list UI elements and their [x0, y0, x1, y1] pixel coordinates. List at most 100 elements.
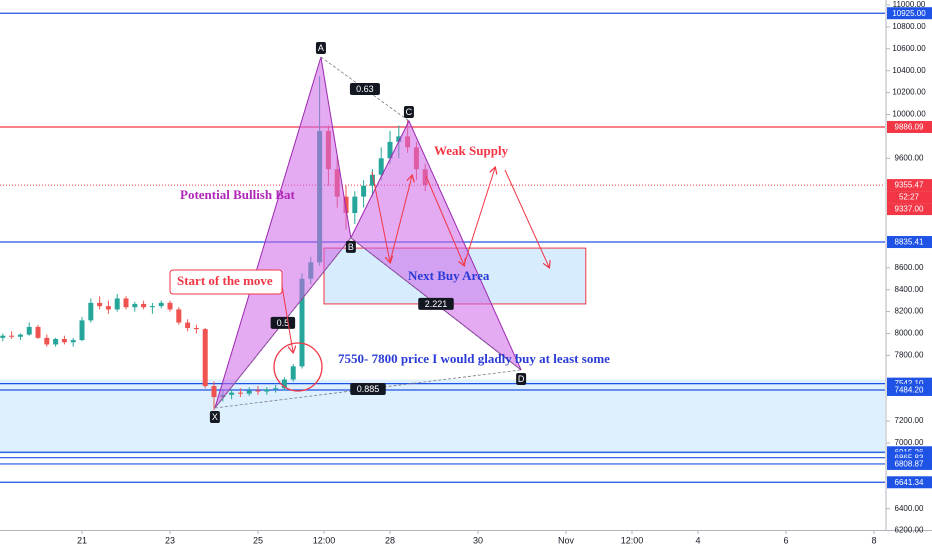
axes: 11000.00 10800.00 10600.00 10400.00 10200.00…	[77, 0, 932, 545]
start-label: Start of the move	[177, 273, 273, 288]
candle-body	[167, 302, 173, 310]
point-label: B	[348, 242, 354, 252]
price-label: 10925.00	[892, 9, 926, 18]
price-label: 6808.87	[895, 460, 924, 469]
price-label-box	[887, 383, 932, 396]
price-label: 7542.10	[895, 379, 924, 388]
price-label-box	[887, 120, 932, 133]
start-box	[169, 269, 283, 295]
x-tick-label: 8	[871, 535, 876, 545]
price-label: 9355.47	[895, 181, 924, 190]
x-tick-label: 23	[165, 535, 175, 545]
ratio-box	[418, 297, 454, 310]
countdown-label-box	[887, 191, 932, 204]
candle-body	[273, 388, 279, 390]
point-box	[345, 240, 356, 253]
candle-body	[343, 196, 349, 214]
candle-body	[290, 366, 296, 380]
candle-body	[193, 328, 199, 330]
candle-body	[237, 392, 243, 394]
price-label-box	[887, 476, 932, 489]
candle-body	[264, 389, 270, 392]
y-tick-label: 11000.00	[893, 0, 926, 9]
candle-body	[185, 322, 191, 329]
candle-body	[79, 320, 85, 341]
price-label: 6641.34	[895, 478, 924, 487]
y-tick-label: 8000.00	[895, 329, 924, 338]
price-label: 7484.20	[895, 386, 924, 395]
candle-body	[246, 390, 252, 394]
candle-body	[387, 141, 393, 159]
candle-body	[114, 298, 120, 310]
candle-body	[149, 306, 155, 308]
candle-body	[44, 337, 50, 345]
arrow	[425, 175, 464, 265]
point-label: X	[212, 412, 218, 422]
candle-body	[97, 302, 103, 307]
candle-body	[123, 298, 129, 308]
candle-body	[396, 136, 402, 142]
point-box	[516, 372, 527, 385]
candle-body	[0, 335, 6, 338]
point-box	[403, 105, 414, 118]
ratio-line	[320, 56, 410, 122]
countdown-label: 52:27	[899, 193, 920, 202]
candle-body	[299, 278, 305, 367]
last-price-label-box	[887, 203, 932, 216]
arrow	[389, 176, 412, 263]
candle-body	[378, 158, 384, 175]
arrow	[504, 169, 549, 267]
point-label: C	[406, 107, 413, 117]
point-label: D	[518, 374, 525, 384]
ratio-label: 2.221	[425, 299, 448, 309]
ratio-box	[349, 82, 380, 95]
pattern-name: Potential Bullish Bat	[180, 187, 296, 202]
x-tick-label: 25	[253, 535, 263, 545]
x-tick-label: 28	[385, 535, 395, 545]
point-box	[315, 42, 326, 55]
buy-area-label: Next Buy Area	[408, 268, 490, 283]
candle-body	[352, 196, 358, 214]
candle-body	[211, 386, 217, 398]
candle-body	[105, 306, 111, 310]
drawings: Potential Bullish Bat Weak Supply Next B…	[169, 143, 610, 392]
price-label-box	[887, 7, 932, 20]
y-tick-label: 8200.00	[895, 307, 924, 316]
y-tick-label: 10800.00	[892, 22, 926, 31]
y-tick-label: 6200.00	[895, 526, 924, 535]
zones	[0, 247, 885, 454]
ratio-label: 0.63	[356, 84, 374, 94]
y-tick-label: 7800.00	[895, 351, 924, 360]
x-tick-label: 6	[783, 535, 788, 545]
note-label: 7550- 7800 price I would gladly buy at l…	[338, 351, 610, 366]
ratio-line	[214, 237, 352, 409]
price-label: 8835.41	[895, 238, 924, 247]
price-label: 6865.83	[895, 453, 924, 462]
candle-body	[369, 174, 375, 186]
candle-body	[158, 302, 164, 307]
candle-body	[141, 303, 147, 308]
ratio-label: 0.885	[357, 384, 380, 394]
candle-body	[281, 379, 287, 389]
highlight-circle	[273, 342, 323, 392]
candle-body	[53, 338, 59, 345]
candle-body	[255, 390, 261, 392]
candle-body	[17, 334, 23, 337]
x-tick-label: 30	[473, 535, 483, 545]
candle-body	[9, 335, 15, 337]
y-tick-label: 6400.00	[895, 504, 924, 513]
candle-body	[229, 392, 235, 395]
arrow	[371, 171, 390, 262]
zone	[0, 379, 885, 454]
last-price-label: 9337.00	[895, 205, 924, 214]
x-tick-label: 4	[695, 535, 700, 545]
arrow	[463, 168, 495, 266]
candle-body	[35, 326, 41, 338]
y-tick-label: 10200.00	[892, 88, 926, 97]
y-tick-label: 9600.00	[895, 153, 924, 162]
x-tick-label: 21	[77, 535, 87, 545]
y-tick-label: 10600.00	[892, 44, 926, 53]
point-label: A	[318, 43, 324, 53]
price-label-box	[887, 179, 932, 192]
